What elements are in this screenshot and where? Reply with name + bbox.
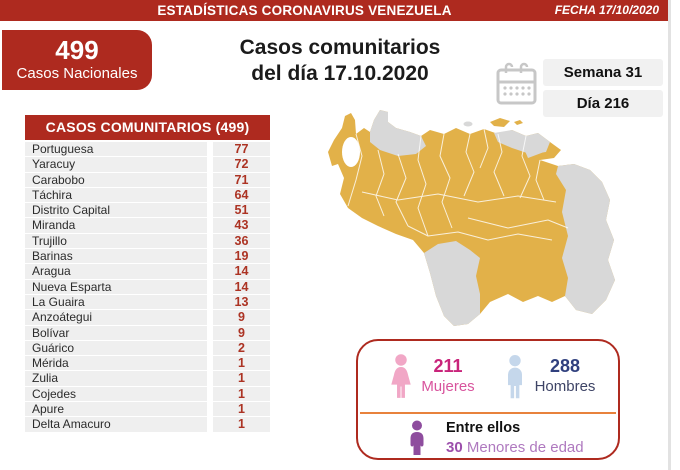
state-name: Carabobo	[25, 172, 207, 187]
state-count: 72	[213, 157, 270, 172]
gender-summary-box: 211 Mujeres 288 Hombres Entre ellos 30 M…	[356, 339, 620, 460]
cases-table-header: CASOS COMUNITARIOS (499)	[25, 115, 270, 140]
table-row: Barinas 19	[25, 249, 270, 264]
state-name: Yaracuy	[25, 157, 207, 172]
state-count: 43	[213, 218, 270, 233]
map-gray-amazonas	[424, 241, 480, 326]
map-country-shape	[328, 110, 615, 326]
header-title: ESTADÍSTICAS CORONAVIRUS VENEZUELA	[157, 3, 452, 18]
table-row: Miranda 43	[25, 218, 270, 233]
state-count: 1	[213, 402, 270, 417]
day-badge: Día 216	[543, 90, 663, 117]
table-row: Bolívar 9	[25, 325, 270, 340]
page-title: Casos comunitarios del día 17.10.2020	[190, 35, 490, 87]
state-name: Distrito Capital	[25, 203, 207, 218]
state-count: 19	[213, 249, 270, 264]
venezuela-map	[328, 110, 615, 326]
table-row: Guárico 2	[25, 340, 270, 356]
week-badge: Semana 31	[543, 59, 663, 86]
table-row: Portuguesa 77	[25, 142, 270, 157]
table-row: Apure 1	[25, 402, 270, 417]
map-coche-island	[514, 120, 523, 125]
table-row: Trujillo 36	[25, 233, 270, 249]
header-date: FECHA 17/10/2020	[554, 3, 659, 17]
state-count: 71	[213, 172, 270, 187]
state-count: 1	[213, 386, 270, 402]
state-name: Táchira	[25, 187, 207, 203]
state-count: 1	[213, 417, 270, 432]
state-name: Aragua	[25, 264, 207, 279]
state-count: 13	[213, 294, 270, 310]
state-name: Apure	[25, 402, 207, 417]
state-count: 14	[213, 264, 270, 279]
cases-table-rows: Portuguesa 77 Yaracuy 72 Carabobo 71 Tác…	[25, 142, 270, 433]
state-name: Miranda	[25, 218, 207, 233]
table-row: Anzoátegui 9	[25, 310, 270, 325]
woman-icon	[391, 354, 411, 398]
table-row: Aragua 14	[25, 264, 270, 279]
state-name: Bolívar	[25, 325, 207, 340]
state-name: Barinas	[25, 249, 207, 264]
table-row: Yaracuy 72	[25, 157, 270, 172]
state-name: Guárico	[25, 340, 207, 356]
page-title-line2: del día 17.10.2020	[251, 62, 429, 85]
men-label: Hombres	[534, 378, 596, 395]
women-label: Mujeres	[421, 378, 475, 395]
right-edge-line	[668, 0, 671, 470]
state-name: Mérida	[25, 356, 207, 371]
child-icon	[410, 420, 424, 455]
state-name: Portuguesa	[25, 142, 207, 157]
women-count: 211	[433, 356, 463, 376]
map-gray-east	[556, 164, 615, 314]
women-stat: 211 Mujeres	[420, 355, 476, 396]
header-bar: ESTADÍSTICAS CORONAVIRUS VENEZUELA FECHA…	[0, 0, 669, 21]
state-count: 36	[213, 233, 270, 249]
state-name: La Guaira	[25, 294, 207, 310]
state-count: 9	[213, 310, 270, 325]
minors-stat: Entre ellos 30 Menores de edad	[446, 419, 584, 457]
men-stat: 288 Hombres	[534, 355, 596, 396]
state-count: 51	[213, 203, 270, 218]
minors-intro: Entre ellos	[446, 420, 521, 436]
state-count: 9	[213, 325, 270, 340]
state-name: Anzoátegui	[25, 310, 207, 325]
national-cases-label: Casos Nacionales	[16, 65, 138, 82]
state-count: 1	[213, 371, 270, 386]
table-row: Nueva Esparta 14	[25, 279, 270, 294]
national-cases-count: 499	[55, 35, 99, 65]
state-count: 14	[213, 279, 270, 294]
state-count: 64	[213, 187, 270, 203]
table-row: Delta Amacuro 1	[25, 417, 270, 432]
state-count: 1	[213, 356, 270, 371]
state-name: Zulia	[25, 371, 207, 386]
state-count: 2	[213, 340, 270, 356]
state-count: 77	[213, 142, 270, 157]
table-row: Táchira 64	[25, 187, 270, 203]
calendar-icon	[496, 62, 537, 105]
page-title-line1: Casos comunitarios	[239, 36, 441, 59]
map-state-borders	[347, 128, 569, 241]
table-row: Zulia 1	[25, 371, 270, 386]
state-name: Delta Amacuro	[25, 417, 207, 432]
man-icon	[508, 354, 522, 399]
map-gray-trinidad	[522, 138, 544, 158]
table-row: Distrito Capital 51	[25, 203, 270, 218]
map-margarita-island	[490, 118, 510, 127]
minors-label: 30 Menores de edad	[446, 439, 584, 456]
state-name: Nueva Esparta	[25, 279, 207, 294]
men-count: 288	[549, 356, 581, 376]
state-name: Trujillo	[25, 233, 207, 249]
state-name: Cojedes	[25, 386, 207, 402]
table-row: La Guaira 13	[25, 294, 270, 310]
map-lake	[342, 137, 360, 167]
table-row: Carabobo 71	[25, 172, 270, 187]
orange-divider	[360, 412, 616, 414]
table-row: Cojedes 1	[25, 386, 270, 402]
national-cases-box: 499 Casos Nacionales	[2, 30, 152, 90]
minors-count: 30	[446, 439, 463, 456]
table-row: Mérida 1	[25, 356, 270, 371]
map-gray-falcon	[370, 110, 426, 156]
map-gray-islet	[463, 121, 473, 127]
